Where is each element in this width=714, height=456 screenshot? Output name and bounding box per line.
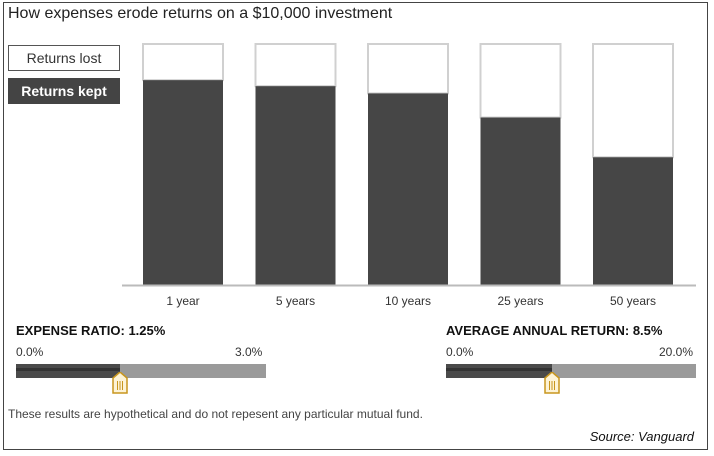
x-tick-label-1: 1 year [166,294,199,308]
bar-returns-lost-4 [479,43,562,119]
bar-returns-lost-2 [254,43,337,88]
bar-returns-lost-1 [142,43,224,82]
bar-returns-kept-2 [255,86,336,285]
bar-returns-kept-5 [593,157,673,285]
expense-min-label: 0.0% [16,345,44,359]
chart-frame [3,2,708,450]
bar-returns-kept-4 [480,117,561,285]
return-min-label: 0.0% [446,345,474,359]
legend-returns-lost[interactable]: Returns lost [8,45,120,71]
expense-slider-handle-icon[interactable] [112,372,128,394]
return-slider-fill [446,364,552,378]
return-slider-handle-icon[interactable] [544,372,560,394]
bar-returns-kept-1 [143,80,223,286]
footnote: These results are hypothetical and do no… [8,407,423,421]
x-tick-label-5: 50 years [610,294,656,308]
x-tick-label-2: 5 years [276,294,315,308]
x-tick-label-3: 10 years [385,294,431,308]
expense-ratio-slider[interactable] [16,364,266,394]
bar-returns-kept-3 [368,93,448,285]
expense-ratio-title: EXPENSE RATIO: 1.25% [16,323,166,338]
annual-return-title: AVERAGE ANNUAL RETURN: 8.5% [446,323,663,338]
legend-returns-kept[interactable]: Returns kept [8,78,120,104]
bar-returns-lost-5 [592,43,674,159]
annual-return-slider[interactable] [446,364,696,394]
expense-max-label: 3.0% [235,345,263,359]
bar-returns-lost-3 [367,43,449,95]
x-tick-label-4: 25 years [497,294,543,308]
source-credit: Source: Vanguard [589,429,694,444]
expense-slider-fill [16,364,120,378]
chart-title: How expenses erode returns on a $10,000 … [8,5,393,22]
bar-chart: 1 year 5 years 10 years 25 years 50 years [122,43,696,308]
return-max-label: 20.0% [659,345,694,359]
